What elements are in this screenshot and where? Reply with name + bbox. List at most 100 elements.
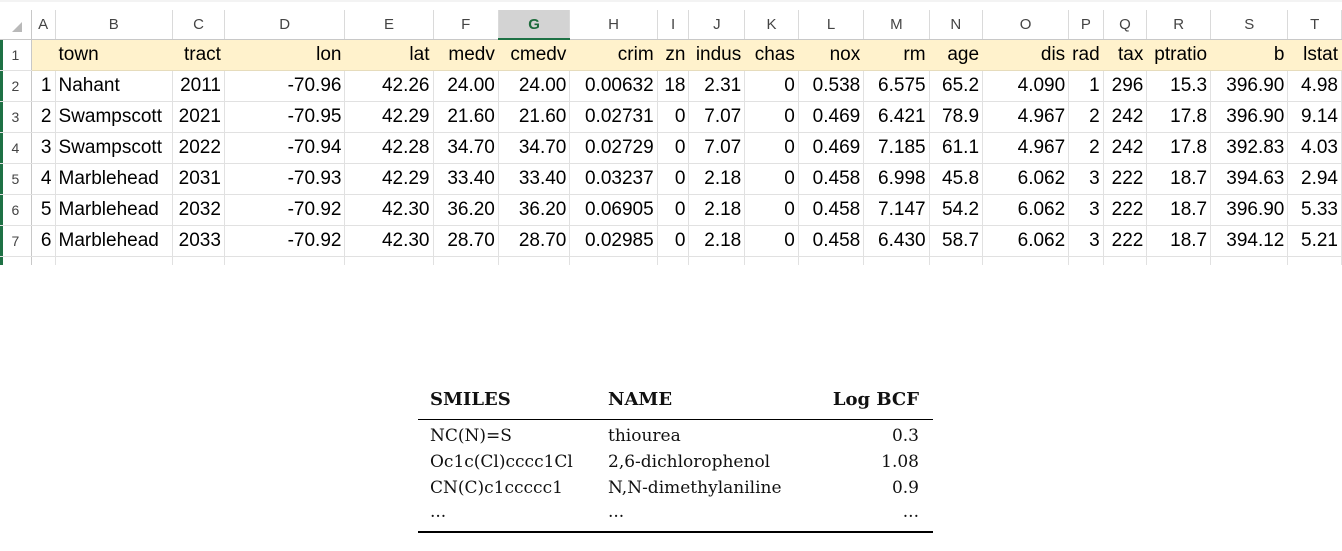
cell[interactable]: 0.458 <box>798 225 865 257</box>
cell[interactable]: 7.147 <box>863 194 930 226</box>
column-header-s[interactable]: S <box>1210 10 1289 40</box>
cell[interactable]: 0 <box>657 163 690 195</box>
cell[interactable]: 296 <box>1103 70 1148 102</box>
cell[interactable]: 17.8 <box>1146 101 1212 133</box>
row-header[interactable]: 1 <box>0 39 32 71</box>
cell[interactable]: 3 <box>1068 225 1104 257</box>
cell[interactable]: 54.2 <box>929 194 984 226</box>
cell[interactable]: 2 <box>31 101 56 133</box>
cell[interactable]: 4.967 <box>982 132 1070 164</box>
cell[interactable]: 4 <box>31 163 56 195</box>
column-header-r[interactable]: R <box>1146 10 1212 40</box>
column-header-c[interactable]: C <box>172 10 225 40</box>
row-header[interactable]: 7 <box>0 225 32 257</box>
cell[interactable]: Marblehead <box>55 194 174 226</box>
header-cell[interactable]: dis <box>982 39 1070 71</box>
cell[interactable]: Nahant <box>55 70 174 102</box>
column-header-l[interactable]: L <box>798 10 865 40</box>
cell[interactable]: 6.062 <box>982 194 1070 226</box>
cell[interactable]: 0.02731 <box>569 101 658 133</box>
column-header-p[interactable]: P <box>1068 10 1104 40</box>
cell[interactable]: Swampscott <box>55 132 174 164</box>
header-cell[interactable] <box>31 39 56 71</box>
cell[interactable] <box>172 256 225 265</box>
cell[interactable]: 34.70 <box>498 132 571 164</box>
cell[interactable]: 78.9 <box>929 101 984 133</box>
header-cell[interactable]: lat <box>344 39 434 71</box>
cell[interactable]: 242 <box>1103 132 1148 164</box>
cell[interactable]: 65.2 <box>929 70 984 102</box>
cell[interactable] <box>744 256 799 265</box>
cell[interactable]: 396.90 <box>1210 70 1289 102</box>
cell[interactable]: 2031 <box>172 163 225 195</box>
row-header[interactable]: 5 <box>0 163 32 195</box>
header-cell[interactable]: ptratio <box>1146 39 1212 71</box>
cell[interactable]: 0 <box>657 194 690 226</box>
cell[interactable]: 394.12 <box>1210 225 1289 257</box>
cell[interactable]: 3 <box>1068 194 1104 226</box>
column-header-f[interactable]: F <box>433 10 499 40</box>
cell[interactable]: 2.18 <box>688 225 746 257</box>
cell[interactable] <box>863 256 930 265</box>
cell[interactable]: -70.96 <box>224 70 346 102</box>
row-header[interactable] <box>0 256 32 265</box>
cell[interactable]: 42.29 <box>344 101 434 133</box>
cell[interactable]: 392.83 <box>1210 132 1289 164</box>
column-header-b[interactable]: B <box>55 10 174 40</box>
cell[interactable]: 1 <box>31 70 56 102</box>
cell[interactable]: 0.02985 <box>569 225 658 257</box>
cell[interactable]: 18.7 <box>1146 225 1212 257</box>
cell[interactable]: 4.090 <box>982 70 1070 102</box>
cell[interactable] <box>688 256 746 265</box>
cell[interactable]: 2.31 <box>688 70 746 102</box>
cell[interactable]: 6 <box>31 225 56 257</box>
cell[interactable]: 21.60 <box>498 101 571 133</box>
cell[interactable] <box>982 256 1070 265</box>
row-header[interactable]: 2 <box>0 70 32 102</box>
header-cell[interactable]: tax <box>1103 39 1148 71</box>
cell[interactable] <box>929 256 984 265</box>
cell[interactable]: -70.92 <box>224 194 346 226</box>
cell[interactable]: 222 <box>1103 163 1148 195</box>
header-cell[interactable]: rm <box>863 39 930 71</box>
cell[interactable]: 222 <box>1103 194 1148 226</box>
cell[interactable]: 36.20 <box>498 194 571 226</box>
column-header-o[interactable]: O <box>982 10 1070 40</box>
column-header-k[interactable]: K <box>744 10 799 40</box>
column-header-e[interactable]: E <box>344 10 434 40</box>
cell[interactable]: 3 <box>1068 163 1104 195</box>
cell[interactable] <box>1210 256 1289 265</box>
cell[interactable]: 6.421 <box>863 101 930 133</box>
header-cell[interactable]: cmedv <box>498 39 571 71</box>
cell[interactable]: 0.458 <box>798 194 865 226</box>
cell[interactable]: 18.7 <box>1146 194 1212 226</box>
cell[interactable]: 0 <box>744 132 799 164</box>
header-cell[interactable]: indus <box>688 39 746 71</box>
cell[interactable]: 2.18 <box>688 194 746 226</box>
cell[interactable]: 0.02729 <box>569 132 658 164</box>
cell[interactable]: 2 <box>1068 101 1104 133</box>
cell[interactable]: 0.03237 <box>569 163 658 195</box>
cell[interactable]: -70.94 <box>224 132 346 164</box>
cell[interactable]: 0 <box>744 101 799 133</box>
cell[interactable]: 33.40 <box>498 163 571 195</box>
cell[interactable]: 33.40 <box>433 163 499 195</box>
select-all-corner[interactable] <box>0 10 32 40</box>
cell[interactable]: 396.90 <box>1210 194 1289 226</box>
cell[interactable]: 42.30 <box>344 194 434 226</box>
cell[interactable]: 0 <box>744 70 799 102</box>
cell[interactable] <box>1146 256 1212 265</box>
cell[interactable]: 0 <box>744 163 799 195</box>
cell[interactable]: 34.70 <box>433 132 499 164</box>
cell[interactable]: 58.7 <box>929 225 984 257</box>
cell[interactable]: 2033 <box>172 225 225 257</box>
cell[interactable]: 0.06905 <box>569 194 658 226</box>
cell[interactable] <box>498 256 571 265</box>
header-cell[interactable]: rad <box>1068 39 1104 71</box>
cell[interactable] <box>31 256 56 265</box>
cell[interactable] <box>1103 256 1148 265</box>
cell[interactable] <box>433 256 499 265</box>
cell[interactable] <box>224 256 346 265</box>
header-cell[interactable]: age <box>929 39 984 71</box>
row-header[interactable]: 4 <box>0 132 32 164</box>
